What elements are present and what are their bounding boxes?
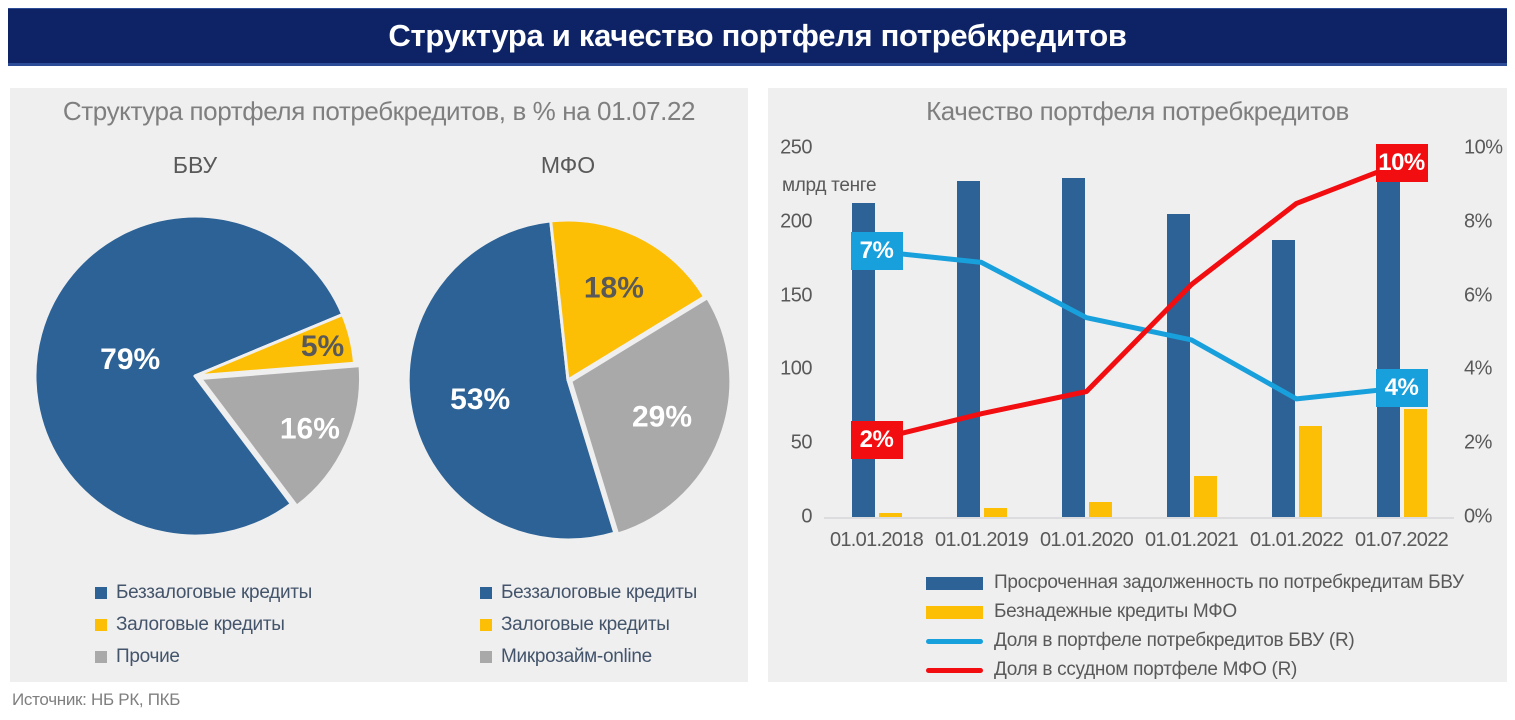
pie-slice bbox=[569, 296, 733, 536]
pie-slice-label: 79% bbox=[100, 343, 160, 376]
bar-overdue-bvu bbox=[1376, 162, 1400, 517]
legend-label: Безнадежные кредиты МФО bbox=[994, 601, 1237, 622]
axis-tick-label: 4% bbox=[1464, 357, 1492, 380]
source-note: Источник: НБ РК, ПКБ bbox=[12, 690, 181, 709]
legend-item: Залоговые кредиты bbox=[480, 614, 697, 635]
legend-label: Беззалоговые кредиты bbox=[501, 581, 698, 603]
legend-label: Залоговые кредиты bbox=[116, 613, 285, 635]
legend-swatch-square bbox=[95, 650, 107, 663]
x-axis-label: 01.01.2022 bbox=[1249, 529, 1344, 551]
legend-item: Беззалоговые кредиты bbox=[480, 582, 697, 603]
bar-bad-loans-mfo bbox=[878, 512, 902, 517]
structure-panel-title: Структура портфеля потребкредитов, в % н… bbox=[62, 96, 696, 126]
pie-chart-bvu: 79% 5% 16% bbox=[33, 214, 362, 538]
axis-tick-label: 10% bbox=[1464, 136, 1503, 159]
combo-chart-legend: Просроченная задолженность по потребкред… bbox=[926, 572, 1464, 681]
legend-item: Прочие bbox=[95, 646, 312, 667]
pie-chart-mfo: 53% 18% 29% bbox=[406, 218, 733, 542]
main-title-bar: Структура и качество портфеля потребкред… bbox=[8, 8, 1507, 66]
axis-tick-label: 50 bbox=[790, 431, 813, 454]
x-axis-label: 01.01.2020 bbox=[1039, 529, 1134, 551]
pie-slice bbox=[549, 218, 707, 382]
y-axis-unit-label: млрд тенге bbox=[782, 175, 877, 196]
pie-slice-label: 18% bbox=[584, 272, 644, 305]
pie-bvu-legend: Беззалоговые кредиты Залоговые кредиты Про… bbox=[95, 582, 312, 667]
pie-slice-label: 29% bbox=[632, 401, 692, 434]
legend-item: Доля в ссудном портфеле МФО (R) bbox=[926, 659, 1464, 681]
legend-item: Микрозайм-online bbox=[480, 646, 697, 667]
legend-swatch-square bbox=[480, 618, 492, 631]
bar-overdue-bvu bbox=[956, 180, 980, 517]
pie-slice-label: 53% bbox=[450, 383, 510, 416]
legend-swatch-square bbox=[480, 586, 492, 599]
pie-slice-label: 16% bbox=[280, 413, 340, 446]
x-axis-label: 01.07.2022 bbox=[1354, 529, 1449, 551]
bar-bad-loans-mfo bbox=[1088, 502, 1112, 517]
x-axis-label: 01.01.2021 bbox=[1144, 529, 1239, 551]
axis-tick-label: 2% bbox=[1464, 431, 1492, 454]
legend-label: Прочие bbox=[116, 645, 180, 667]
pie-bvu-caption: БВУ bbox=[172, 152, 218, 178]
axis-tick-label: 8% bbox=[1464, 210, 1492, 233]
pie-slice bbox=[406, 219, 617, 542]
mfo-share-line bbox=[874, 160, 1404, 442]
legend-swatch-bar bbox=[926, 605, 983, 619]
legend-swatch-bar bbox=[926, 576, 983, 590]
legend-item: Беззалоговые кредиты bbox=[95, 582, 312, 603]
bar-bad-loans-mfo bbox=[1298, 425, 1322, 517]
data-point-label: 2% bbox=[850, 420, 903, 459]
pie-slice-label: 5% bbox=[301, 330, 344, 363]
legend-label: Доля в портфеле потребкредитов БВУ (R) bbox=[994, 630, 1355, 651]
bar-overdue-bvu bbox=[1061, 177, 1085, 517]
legend-item: Доля в портфеле потребкредитов БВУ (R) bbox=[926, 630, 1464, 652]
combo-chart-plot: 7% 4% 2% 10% bbox=[824, 143, 1454, 519]
legend-swatch-square bbox=[95, 586, 107, 599]
legend-label: Залоговые кредиты bbox=[501, 613, 670, 635]
legend-item: Залоговые кредиты bbox=[95, 614, 312, 635]
legend-swatch-square bbox=[480, 650, 492, 663]
data-point-label: 7% bbox=[850, 232, 903, 271]
axis-tick-label: 250 bbox=[780, 136, 812, 159]
axis-tick-label: 100 bbox=[780, 357, 812, 380]
pie-slice bbox=[193, 313, 356, 378]
structure-panel: Структура портфеля потребкредитов, в % н… bbox=[10, 88, 748, 682]
axis-tick-label: 6% bbox=[1464, 284, 1492, 307]
pie-mfo-legend: Беззалоговые кредиты Залоговые кредиты Мик… bbox=[480, 582, 697, 667]
legend-swatch-line bbox=[926, 638, 983, 644]
axis-tick-label: 0 bbox=[801, 505, 812, 528]
pie-mfo-caption: МФО bbox=[540, 152, 596, 178]
data-point-label: 4% bbox=[1375, 368, 1428, 407]
quality-panel-title: Качество портфеля потребкредитов bbox=[926, 96, 1349, 126]
bar-bad-loans-mfo bbox=[1403, 409, 1427, 517]
axis-tick-label: 150 bbox=[780, 284, 812, 307]
legend-item: Безнадежные кредиты МФО bbox=[926, 601, 1464, 623]
legend-label: Микрозайм-online bbox=[501, 645, 652, 667]
data-point-label: 10% bbox=[1375, 143, 1428, 182]
bar-bad-loans-mfo bbox=[1193, 475, 1217, 517]
legend-label: Просроченная задолженность по потребкред… bbox=[994, 572, 1464, 593]
legend-swatch-square bbox=[95, 618, 107, 631]
bar-overdue-bvu bbox=[1271, 239, 1295, 517]
legend-label: Беззалоговые кредиты bbox=[116, 581, 313, 603]
axis-tick-label: 200 bbox=[780, 210, 812, 233]
axis-tick-label: 0% bbox=[1464, 505, 1492, 528]
main-title: Структура и качество портфеля потребкред… bbox=[388, 18, 1127, 53]
legend-label: Доля в ссудном портфеле МФО (R) bbox=[994, 659, 1298, 680]
quality-panel: Качество портфеля потребкредитов млрд те… bbox=[768, 88, 1507, 682]
y-axis-left-ticks: 250 200 150 100 50 0 bbox=[768, 137, 813, 528]
legend-swatch-line bbox=[926, 667, 983, 673]
pie-slice bbox=[33, 214, 345, 538]
pie-slice bbox=[198, 364, 362, 508]
bar-bad-loans-mfo bbox=[983, 508, 1007, 517]
x-axis-labels: 01.01.2018 01.01.2019 01.01.2020 01.01.2021… bbox=[824, 529, 1454, 553]
x-axis-label: 01.01.2019 bbox=[934, 529, 1029, 551]
legend-item: Просроченная задолженность по потребкред… bbox=[926, 572, 1464, 594]
y-axis-right-ticks: 10% 8% 6% 4% 2% 0% bbox=[1464, 137, 1515, 528]
bvu-share-line bbox=[874, 248, 1404, 402]
x-axis-label: 01.01.2018 bbox=[829, 529, 924, 551]
